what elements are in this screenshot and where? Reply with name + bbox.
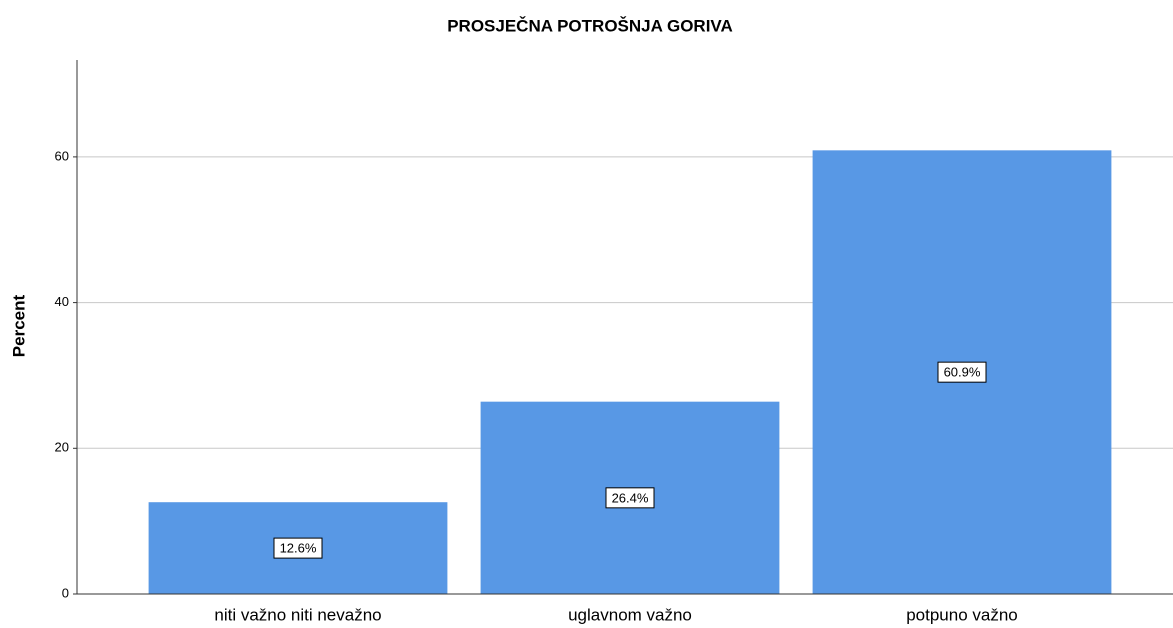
value-label-box	[937, 361, 987, 383]
value-label-box	[273, 537, 323, 559]
y-tick-label: 0	[62, 585, 69, 600]
x-tick-label: niti važno niti nevažno	[214, 605, 381, 624]
chart-title: PROSJEČNA POTROŠNJA GORIVA	[447, 16, 733, 35]
y-tick-label: 40	[55, 294, 69, 309]
x-tick-label: potpuno važno	[906, 605, 1018, 624]
value-label: 26.4%	[612, 490, 649, 505]
y-axis-label: Percent	[9, 294, 28, 357]
value-label-box	[605, 487, 655, 509]
value-label: 60.9%	[944, 365, 981, 380]
y-tick-label: 60	[55, 148, 69, 163]
x-tick-label: uglavnom važno	[568, 605, 692, 624]
value-label: 12.6%	[280, 541, 317, 556]
y-tick-label: 20	[55, 440, 69, 455]
